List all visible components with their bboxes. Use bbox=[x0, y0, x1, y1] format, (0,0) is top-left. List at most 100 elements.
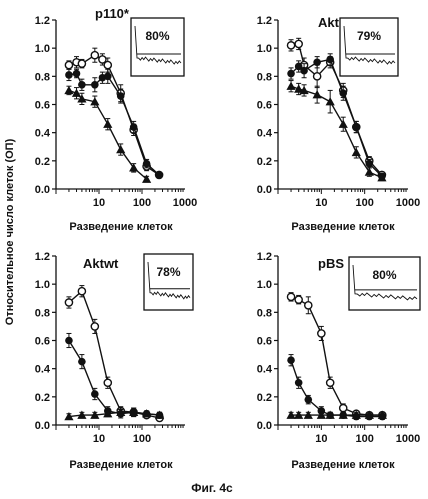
series-filled-circle bbox=[65, 68, 163, 179]
data-point-open-circle bbox=[64, 60, 74, 70]
data-point-open-circle bbox=[103, 378, 113, 388]
data-point-filled-triangle bbox=[286, 81, 296, 90]
x-axis-label: Разведение клеток bbox=[69, 221, 173, 233]
y-tick-label: 0.4 bbox=[257, 128, 273, 140]
data-point-open-circle bbox=[98, 55, 107, 64]
x-tick-label: 100 bbox=[133, 197, 151, 209]
panel-pbs: 0.0 0.2 0.4 0.6 0.8 1.0 1.2 10 100 1000 pBS Разведе… bbox=[257, 251, 421, 471]
data-point-filled-triangle bbox=[154, 410, 165, 419]
series-open-circle bbox=[286, 292, 387, 420]
data-point-open-circle bbox=[77, 286, 87, 296]
y-tick-label: 0.2 bbox=[35, 392, 50, 404]
y-tick-label: 1.2 bbox=[257, 251, 272, 263]
data-point-filled-triangle bbox=[103, 119, 113, 128]
series-filled-circle bbox=[287, 354, 387, 421]
x-tick-label: 100 bbox=[355, 197, 373, 209]
data-point-filled-circle bbox=[72, 69, 81, 78]
series-filled-triangle bbox=[64, 407, 165, 421]
data-point-filled-circle bbox=[65, 336, 73, 345]
series-filled-triangle bbox=[286, 80, 387, 182]
y-tick-label: 0.0 bbox=[257, 420, 272, 432]
series-filled-triangle bbox=[286, 410, 387, 419]
data-point-filled-triangle bbox=[294, 84, 304, 93]
y-axis-label: Относительное число клеток (ОП) bbox=[4, 138, 16, 325]
y-tick-label: 1.2 bbox=[35, 15, 50, 27]
data-point-filled-circle bbox=[352, 123, 361, 131]
data-point-filled-circle bbox=[129, 123, 138, 131]
y-tick-label: 0.8 bbox=[35, 71, 50, 83]
inset-frame bbox=[143, 253, 194, 311]
data-point-filled-circle bbox=[155, 171, 163, 179]
y-tick-label: 1.2 bbox=[257, 15, 272, 27]
data-point-filled-triangle bbox=[364, 167, 374, 176]
data-point-filled-triangle bbox=[325, 410, 335, 419]
panel-title: Aktwt bbox=[83, 256, 119, 271]
data-point-filled-triangle bbox=[299, 85, 309, 95]
y-tick-label: 0.0 bbox=[35, 420, 50, 432]
inset-percent-label: 79% bbox=[357, 29, 381, 43]
data-point-filled-triangle bbox=[338, 119, 348, 128]
y-tick-label: 0.6 bbox=[35, 100, 50, 112]
data-point-filled-circle bbox=[294, 62, 303, 71]
data-point-filled-circle bbox=[91, 390, 99, 398]
data-point-filled-circle bbox=[78, 80, 86, 89]
y-tick-label: 0.4 bbox=[35, 128, 51, 140]
y-tick-label: 0.4 bbox=[257, 364, 273, 376]
series-line bbox=[290, 296, 383, 416]
data-point-filled-triangle bbox=[64, 411, 74, 421]
panels-group: 0.0 0.2 0.4 0.6 0.8 1.0 1.2 10 100 1000 p110* Разве… bbox=[35, 6, 421, 471]
inset-trace bbox=[147, 261, 191, 300]
panel-title: pBS bbox=[318, 256, 344, 271]
y-tick-label: 0.8 bbox=[257, 71, 272, 83]
y-tick-label: 0.8 bbox=[35, 307, 50, 319]
data-point-open-circle bbox=[286, 292, 296, 302]
data-point-open-circle bbox=[312, 72, 322, 81]
data-point-open-circle bbox=[77, 59, 87, 68]
data-point-filled-triangle bbox=[77, 94, 87, 103]
inset-percent-label: 80% bbox=[372, 268, 396, 282]
data-point-filled-triangle bbox=[303, 410, 313, 419]
data-point-filled-triangle bbox=[116, 144, 126, 154]
x-tick-label: 10 bbox=[93, 197, 105, 209]
y-tick-label: 0.4 bbox=[35, 364, 51, 376]
panel-title: p110* bbox=[95, 6, 130, 21]
data-point-filled-circle bbox=[142, 159, 151, 168]
x-axis-label: Разведение клеток bbox=[291, 459, 395, 471]
data-point-filled-triangle bbox=[71, 88, 82, 97]
y-tick-label: 1.0 bbox=[35, 279, 50, 291]
inset-frame bbox=[339, 17, 399, 77]
data-point-filled-triangle bbox=[312, 90, 322, 99]
figure-caption: Фиг. 4с bbox=[191, 481, 233, 495]
data-point-filled-circle bbox=[304, 395, 313, 404]
data-point-open-circle bbox=[303, 300, 313, 310]
data-point-open-circle bbox=[286, 41, 296, 50]
x-axis-label: Разведение клеток bbox=[69, 459, 173, 471]
inset-plot: 78% bbox=[143, 253, 194, 311]
y-tick-label: 0.2 bbox=[257, 392, 272, 404]
data-point-filled-triangle bbox=[351, 147, 361, 157]
data-point-filled-triangle bbox=[129, 163, 139, 172]
data-point-filled-triangle bbox=[103, 409, 113, 418]
inset-plot: 80% bbox=[348, 256, 421, 311]
data-point-filled-circle bbox=[339, 89, 348, 98]
y-tick-label: 0.8 bbox=[257, 307, 272, 319]
x-tick-label: 100 bbox=[355, 433, 373, 445]
data-point-open-circle bbox=[294, 295, 303, 304]
inset-plot: 79% bbox=[339, 17, 399, 77]
data-point-filled-triangle bbox=[377, 410, 387, 419]
data-point-filled-triangle bbox=[90, 410, 100, 419]
data-point-filled-circle bbox=[313, 58, 321, 67]
data-point-filled-triangle bbox=[129, 407, 139, 417]
data-point-filled-circle bbox=[116, 92, 125, 100]
y-tick-label: 0.2 bbox=[35, 156, 50, 168]
panel-aktwt: 0.0 0.2 0.4 0.6 0.8 1.0 1.2 10 100 Aktwt Разведени… bbox=[35, 251, 185, 471]
x-tick-label: 10 bbox=[315, 197, 327, 209]
y-tick-label: 0.6 bbox=[257, 336, 272, 348]
data-point-filled-circle bbox=[365, 159, 374, 168]
data-point-filled-circle bbox=[287, 69, 295, 78]
data-point-open-circle bbox=[90, 50, 100, 60]
data-point-open-circle bbox=[317, 329, 326, 338]
data-point-filled-circle bbox=[287, 356, 295, 365]
inset-trace bbox=[352, 264, 418, 301]
